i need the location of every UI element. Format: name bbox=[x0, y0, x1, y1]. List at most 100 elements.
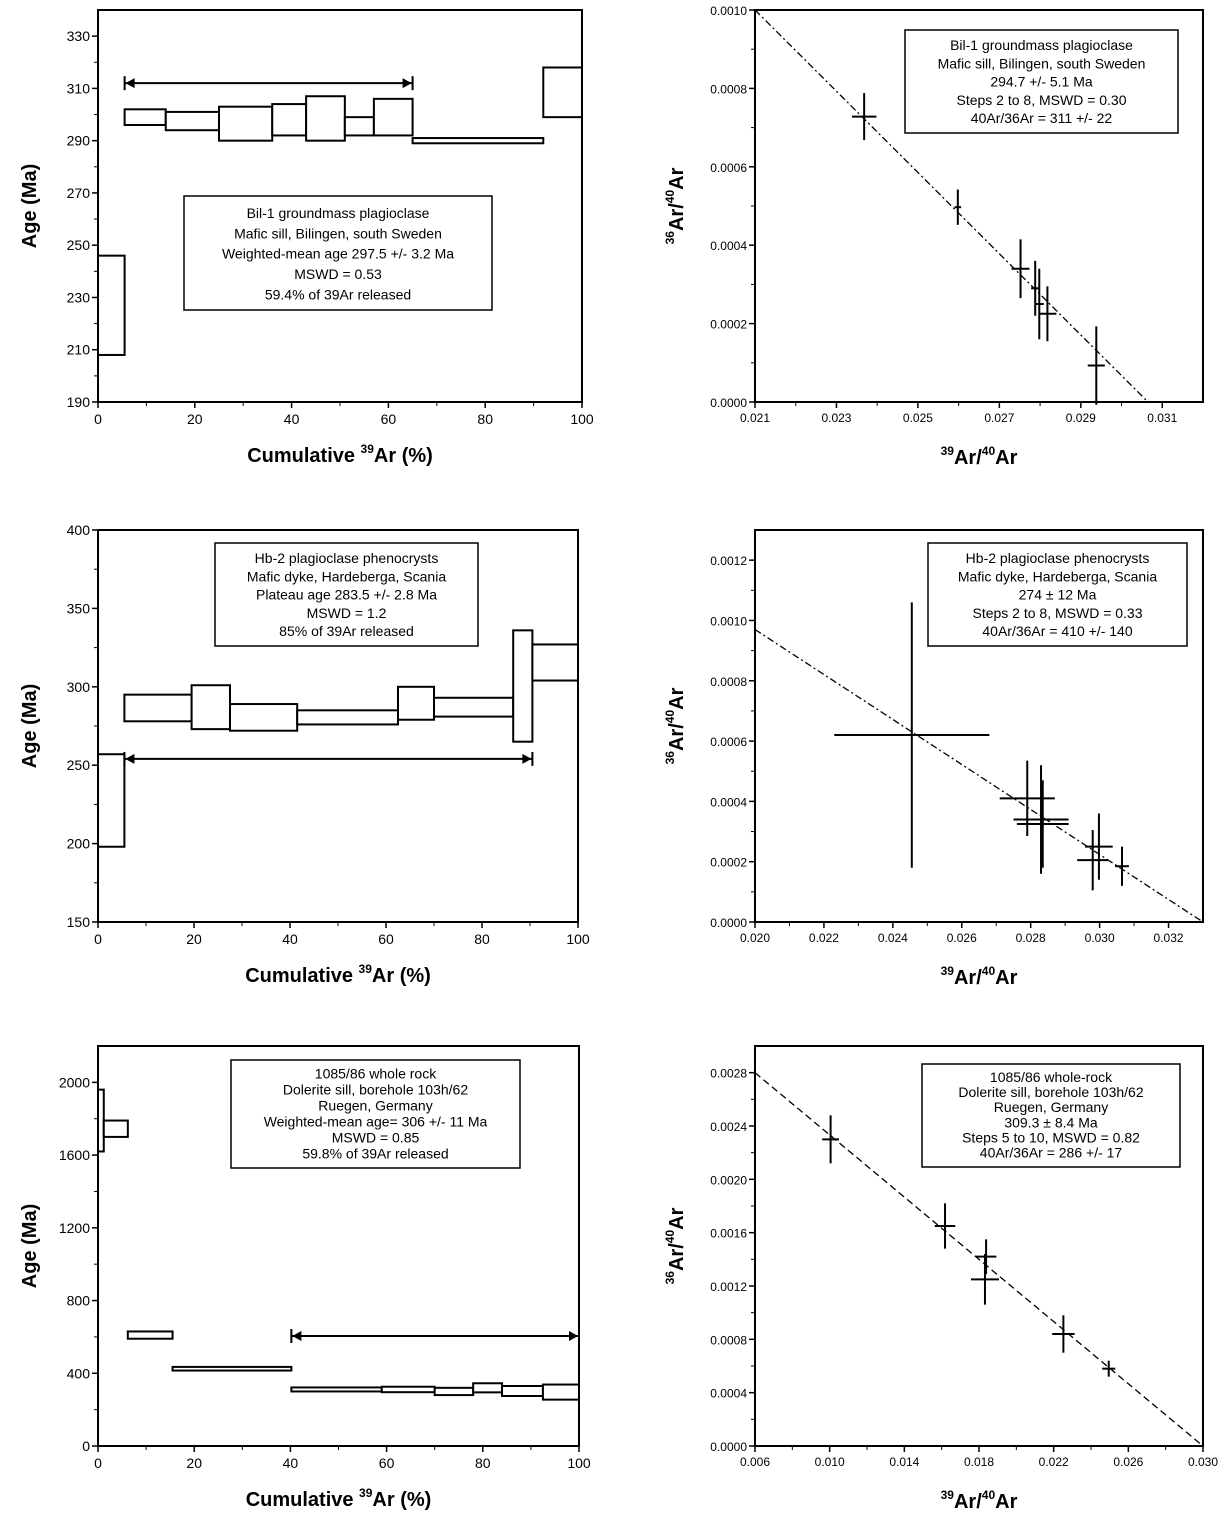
x-tick-label: 0.022 bbox=[809, 931, 839, 945]
step-bar bbox=[531, 643, 580, 682]
step-bar bbox=[296, 709, 400, 726]
plateau-arrowhead bbox=[522, 753, 532, 764]
step-bar bbox=[102, 1119, 129, 1138]
x-tick-label: 0.026 bbox=[947, 931, 977, 945]
y-axis-label: 36Ar/40Ar bbox=[663, 1207, 688, 1284]
step-bar bbox=[190, 684, 232, 731]
data-point bbox=[1077, 830, 1109, 891]
age-spectrum-panel: 0 20 40 60 80 100 0 400 800 1200 1600 2000 Cumulativ… bbox=[19, 1045, 591, 1511]
x-tick-label: 20 bbox=[187, 411, 203, 427]
y-tick-label: 0.0006 bbox=[710, 735, 747, 749]
x-axis-label: Cumulative 39Ar (%) bbox=[247, 442, 433, 467]
x-tick-label: 60 bbox=[379, 1455, 395, 1471]
plateau-arrowhead bbox=[292, 1331, 302, 1341]
y-tick-label: 270 bbox=[67, 185, 91, 201]
info-box-line: 40Ar/36Ar = 311 +/- 22 bbox=[971, 110, 1113, 126]
step-bar bbox=[218, 105, 274, 142]
step-bar bbox=[512, 629, 534, 743]
step-bar bbox=[397, 685, 435, 721]
info-box-line: Plateau age 283.5 +/- 2.8 Ma bbox=[256, 587, 437, 603]
y-tick-label: 190 bbox=[67, 394, 91, 410]
y-tick-label: 0.0012 bbox=[710, 554, 747, 568]
step-bar bbox=[472, 1382, 504, 1394]
info-box bbox=[183, 195, 493, 311]
isochron-line bbox=[754, 9, 1149, 403]
plateau-arrowhead bbox=[402, 78, 412, 89]
info-box-line: Steps 5 to 10, MSWD = 0.82 bbox=[962, 1129, 1140, 1145]
y-tick-label: 400 bbox=[67, 1365, 91, 1381]
step-bar bbox=[123, 108, 167, 126]
step-bar bbox=[501, 1385, 544, 1397]
info-box-line: 274 ± 12 Ma bbox=[1019, 587, 1097, 603]
step-bar bbox=[97, 254, 126, 356]
info-box-line: 1085/86 whole rock bbox=[315, 1065, 437, 1081]
data-point bbox=[1102, 1360, 1116, 1377]
info-box-line: Ruegen, Germany bbox=[318, 1097, 432, 1113]
y-tick-label: 400 bbox=[67, 522, 91, 538]
y-tick-label: 0 bbox=[82, 1438, 90, 1454]
x-tick-label: 0.021 bbox=[740, 411, 770, 425]
info-box-line: Hb-2 plagioclase phenocrysts bbox=[966, 550, 1150, 566]
age-spectrum-panel: 0 20 40 60 80 100 190 210 230 250 270 290 310 330 Cumu… bbox=[19, 9, 594, 467]
data-point bbox=[1115, 846, 1129, 886]
y-tick-label: 0.0004 bbox=[710, 1387, 747, 1401]
plot-frame bbox=[754, 529, 1204, 923]
y-tick-label: 1200 bbox=[59, 1220, 90, 1236]
info-box bbox=[904, 29, 1179, 134]
x-tick-label: 100 bbox=[570, 411, 594, 427]
x-tick-label: 0.018 bbox=[964, 1455, 994, 1469]
y-axis-label: Age (Ma) bbox=[19, 1204, 41, 1288]
y-tick-label: 0.0004 bbox=[710, 239, 747, 253]
info-box-line: Dolerite sill, borehole 103h/62 bbox=[958, 1084, 1143, 1100]
y-tick-label: 0.0008 bbox=[710, 1333, 747, 1347]
data-point bbox=[1087, 326, 1105, 405]
data-point bbox=[851, 93, 877, 141]
step-bar bbox=[271, 103, 308, 137]
info-box-line: Mafic dyke, Hardeberga, Scania bbox=[958, 568, 1157, 584]
step-bar bbox=[541, 1383, 580, 1401]
y-tick-label: 2000 bbox=[59, 1074, 90, 1090]
x-tick-label: 0.027 bbox=[984, 411, 1014, 425]
x-axis-label: 39Ar/40Ar bbox=[941, 1488, 1018, 1513]
y-tick-label: 0.0002 bbox=[710, 318, 747, 332]
step-bar bbox=[542, 66, 584, 119]
y-tick-label: 330 bbox=[67, 28, 91, 44]
step-bar bbox=[433, 1386, 475, 1397]
info-box-line: Hb-2 plagioclase phenocrysts bbox=[255, 550, 439, 566]
step-bar bbox=[97, 753, 126, 848]
y-tick-label: 150 bbox=[67, 914, 91, 930]
plateau-arrowhead bbox=[569, 1331, 578, 1341]
info-box bbox=[214, 542, 479, 647]
y-axis-label: 36Ar/40Ar bbox=[663, 687, 688, 764]
x-tick-label: 0.029 bbox=[1066, 411, 1096, 425]
y-tick-label: 0.0020 bbox=[710, 1173, 747, 1187]
info-box-line: Ruegen, Germany bbox=[994, 1099, 1108, 1115]
x-tick-label: 20 bbox=[186, 931, 202, 947]
x-tick-label: 0.025 bbox=[903, 411, 933, 425]
x-tick-label: 0 bbox=[94, 1455, 102, 1471]
data-point bbox=[1034, 268, 1044, 340]
y-tick-label: 230 bbox=[67, 289, 91, 305]
x-tick-label: 0.006 bbox=[740, 1455, 770, 1469]
info-box-line: Weighted-mean age 297.5 +/- 3.2 Ma bbox=[222, 246, 454, 262]
plateau-arrowhead bbox=[125, 78, 135, 89]
x-tick-label: 0.020 bbox=[740, 931, 770, 945]
x-tick-label: 0 bbox=[94, 411, 102, 427]
y-tick-label: 0.0028 bbox=[710, 1067, 747, 1081]
data-point bbox=[1013, 765, 1069, 874]
step-bar bbox=[380, 1385, 436, 1394]
x-tick-label: 0.030 bbox=[1085, 931, 1115, 945]
info-box-line: 59.4% of 39Ar released bbox=[265, 287, 411, 303]
info-box-line: Mafic sill, Bilingen, south Sweden bbox=[234, 225, 442, 241]
step-bar bbox=[164, 110, 220, 132]
info-box-line: MSWD = 0.85 bbox=[332, 1129, 420, 1145]
isochron-panel: 0.021 0.023 0.025 0.027 0.029 0.031 0.0000 0.00… bbox=[663, 4, 1204, 469]
y-tick-label: 1600 bbox=[59, 1147, 90, 1163]
x-tick-label: 0 bbox=[94, 931, 102, 947]
plateau-arrowhead bbox=[125, 753, 135, 764]
step-bar bbox=[372, 97, 414, 137]
x-tick-label: 40 bbox=[282, 931, 298, 947]
y-axis-label: Age (Ma) bbox=[19, 684, 41, 768]
info-box-line: Dolerite sill, borehole 103h/62 bbox=[283, 1081, 468, 1097]
